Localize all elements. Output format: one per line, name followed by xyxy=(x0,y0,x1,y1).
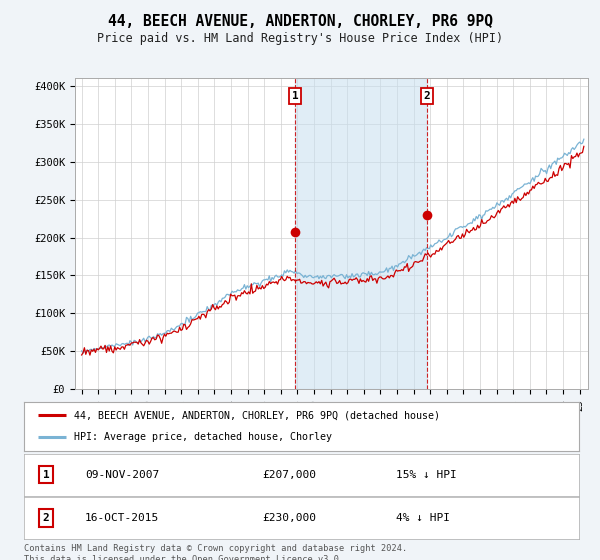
Text: £207,000: £207,000 xyxy=(263,470,317,479)
Text: 2: 2 xyxy=(43,513,50,522)
Text: HPI: Average price, detached house, Chorley: HPI: Average price, detached house, Chor… xyxy=(74,432,332,442)
Text: 1: 1 xyxy=(43,470,50,479)
Text: 09-NOV-2007: 09-NOV-2007 xyxy=(85,470,160,479)
Bar xyxy=(295,78,427,389)
Text: 44, BEECH AVENUE, ANDERTON, CHORLEY, PR6 9PQ: 44, BEECH AVENUE, ANDERTON, CHORLEY, PR6… xyxy=(107,14,493,29)
Text: 44, BEECH AVENUE, ANDERTON, CHORLEY, PR6 9PQ (detached house): 44, BEECH AVENUE, ANDERTON, CHORLEY, PR6… xyxy=(74,410,440,421)
Text: 2: 2 xyxy=(424,91,430,101)
Text: 4% ↓ HPI: 4% ↓ HPI xyxy=(396,513,450,522)
Text: 16-OCT-2015: 16-OCT-2015 xyxy=(85,513,160,522)
Text: Price paid vs. HM Land Registry's House Price Index (HPI): Price paid vs. HM Land Registry's House … xyxy=(97,32,503,45)
Text: £230,000: £230,000 xyxy=(263,513,317,522)
Text: Contains HM Land Registry data © Crown copyright and database right 2024.
This d: Contains HM Land Registry data © Crown c… xyxy=(24,544,407,560)
Text: 15% ↓ HPI: 15% ↓ HPI xyxy=(396,470,457,479)
Text: 1: 1 xyxy=(292,91,299,101)
